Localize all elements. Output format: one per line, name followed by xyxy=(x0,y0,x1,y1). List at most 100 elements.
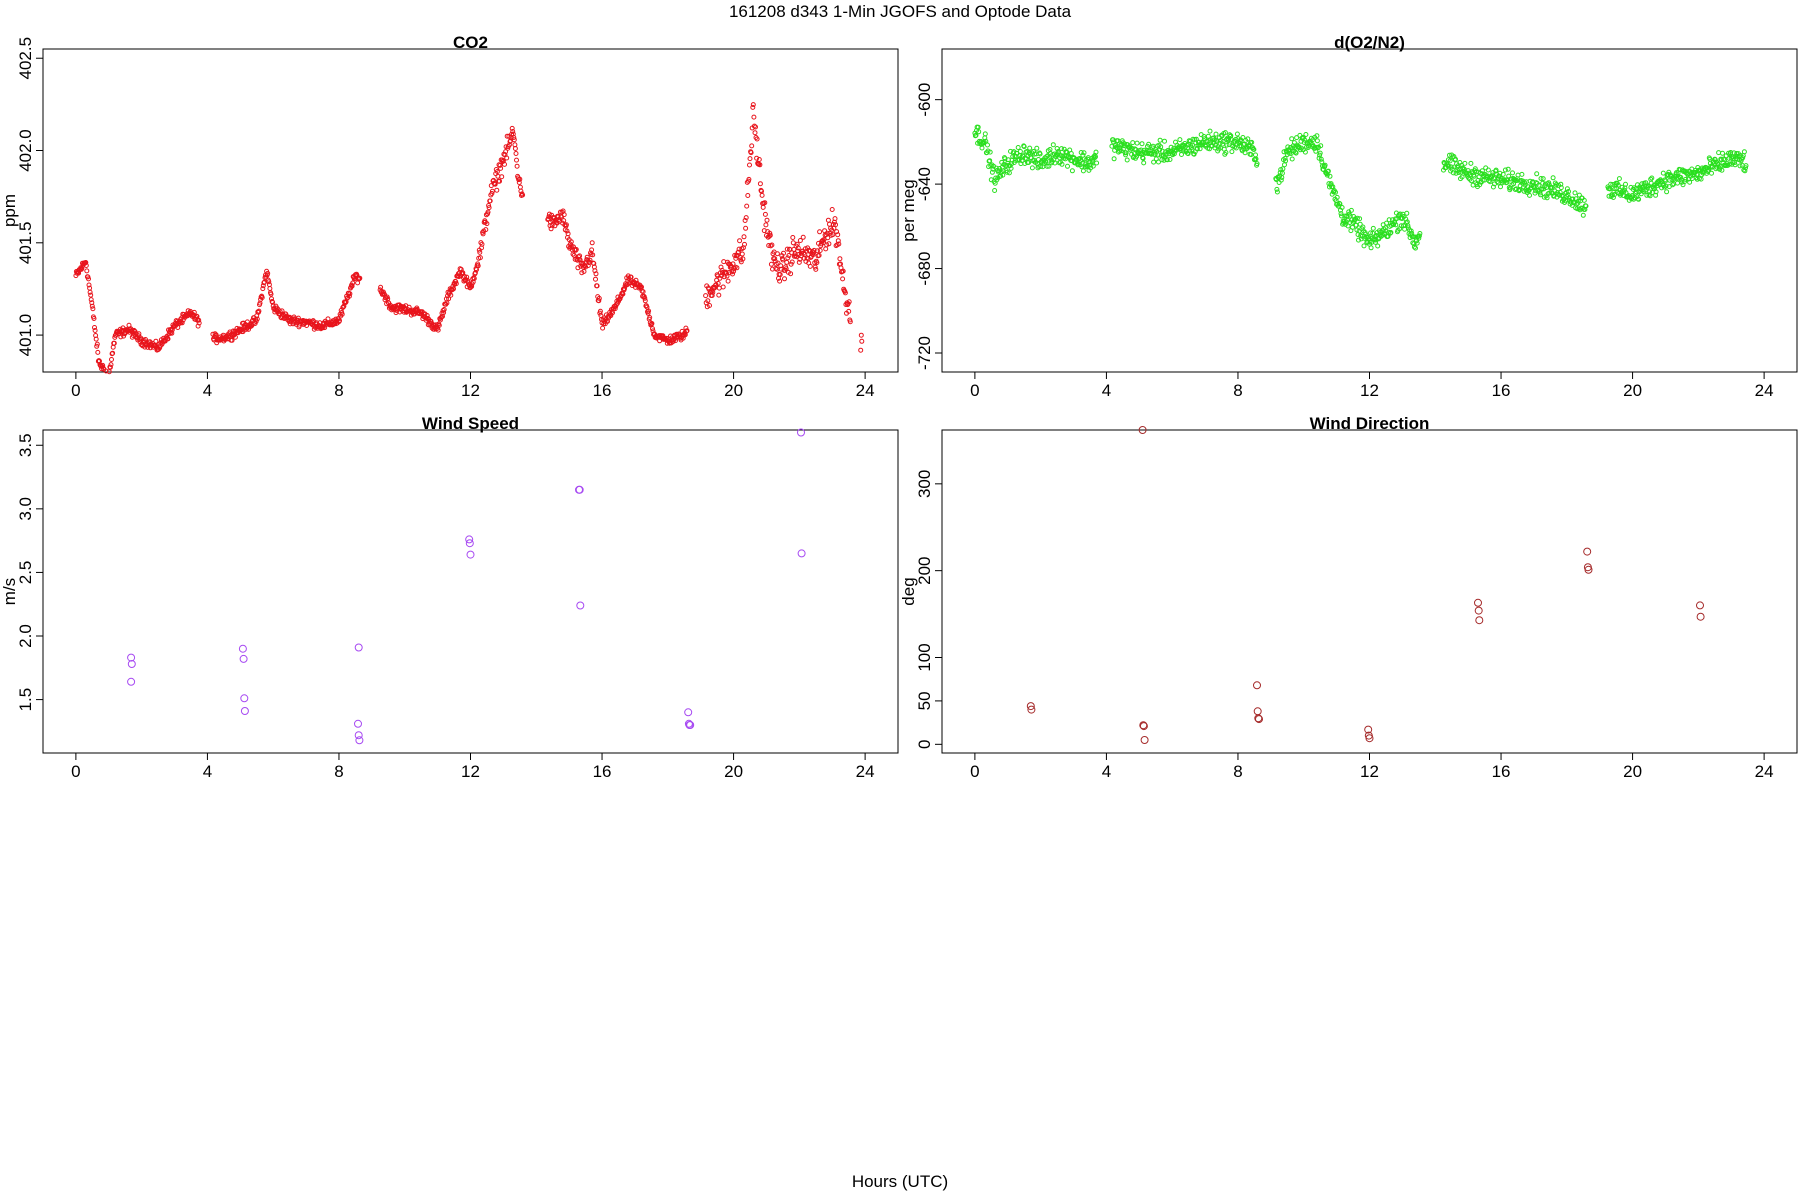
co2-data-point xyxy=(817,229,823,235)
o2n2-data-point xyxy=(1502,167,1508,173)
o2n2-data-point xyxy=(1547,190,1553,196)
co2-data-point xyxy=(707,303,712,308)
o2n2-data-point xyxy=(1417,231,1423,236)
co2-data-point xyxy=(807,263,813,269)
wind-speed-title: Wind Speed xyxy=(422,414,519,433)
co2-data-point xyxy=(196,320,202,326)
co2-data-point xyxy=(742,218,748,223)
o2n2-data-point xyxy=(1453,156,1458,162)
o2n2-data-point xyxy=(1392,219,1398,225)
o2n2-data-point xyxy=(1580,212,1586,218)
co2-data-point xyxy=(835,232,841,238)
o2n2-data-point xyxy=(1157,147,1163,153)
o2n2-data-point xyxy=(1649,175,1655,181)
o2n2-data-point xyxy=(1456,170,1462,175)
wind-speed-data-point xyxy=(354,643,363,652)
o2n2-data-point xyxy=(1706,167,1712,173)
co2-data-point xyxy=(494,169,500,174)
co2-data-point xyxy=(479,241,485,247)
co2-data-point xyxy=(739,251,745,257)
o2n2-data-point xyxy=(1044,154,1050,159)
co2-data-point xyxy=(825,217,831,223)
co2-data-point xyxy=(825,235,831,241)
o2n2-data-point xyxy=(1538,176,1544,181)
wind-speed-data-point xyxy=(684,708,693,717)
co2-data-point xyxy=(846,299,852,305)
co2-y-axis-label: ppm xyxy=(0,194,19,227)
co2-panel: CO2 ppm 0 4 8 12 16 20 24 401.0 401.5 402.0 402.5 xyxy=(0,33,899,400)
wind-direction-panel: Wind Direction deg 0 4 8 12 16 20 24 0 50 100 200 300 xyxy=(899,414,1798,781)
co2-data-point xyxy=(339,311,345,317)
co2-data-point xyxy=(777,272,783,278)
o2n2-data-point xyxy=(1565,192,1571,198)
wind-direction-x-tick-label: 8 xyxy=(1233,762,1242,781)
o2n2-data-point xyxy=(1416,233,1422,239)
o2n2-data-point xyxy=(1636,196,1642,202)
o2n2-data-point xyxy=(1536,182,1542,188)
co2-data-point xyxy=(444,300,450,306)
co2-data-point xyxy=(437,317,443,323)
co2-data-point xyxy=(751,123,757,129)
o2n2-data-point xyxy=(1479,168,1485,174)
o2n2-data-point xyxy=(1289,136,1295,142)
co2-data-point xyxy=(497,162,503,168)
co2-data-point xyxy=(703,293,709,299)
co2-data-point xyxy=(782,276,787,282)
o2n2-data-point xyxy=(1141,160,1147,166)
co2-data-point xyxy=(489,191,495,196)
o2n2-data-point xyxy=(1575,198,1581,204)
co2-data-point xyxy=(789,259,795,265)
o2n2-data-point xyxy=(1358,236,1364,242)
o2n2-data-point xyxy=(1068,151,1074,156)
o2n2-data-point xyxy=(1646,183,1651,189)
o2n2-data-point xyxy=(1404,210,1410,216)
o2n2-data-point xyxy=(1065,163,1070,169)
co2-data-point xyxy=(563,222,569,228)
co2-data-point xyxy=(584,254,590,260)
wind-direction-data-point xyxy=(1253,681,1261,690)
o2n2-data-point xyxy=(1229,149,1235,155)
co2-data-point xyxy=(106,369,112,375)
o2n2-data-point xyxy=(1414,240,1420,246)
o2n2-data-point xyxy=(1384,220,1389,226)
o2n2-data-point xyxy=(1615,182,1621,188)
o2n2-data-point xyxy=(1413,245,1418,251)
co2-data-point xyxy=(93,336,99,342)
co2-data-point xyxy=(645,310,651,316)
o2n2-data-point xyxy=(1319,159,1325,165)
co2-data-point xyxy=(480,231,486,237)
o2n2-data-point xyxy=(1490,184,1496,190)
co2-data-point xyxy=(683,325,689,331)
o2n2-data-point xyxy=(1447,158,1453,164)
o2n2-data-point xyxy=(1038,164,1044,169)
wind-speed-y-tick-label: 3.5 xyxy=(16,433,35,457)
o2n2-title: d(O2/N2) xyxy=(1334,33,1405,52)
co2-data-point xyxy=(716,292,722,298)
co2-data-point xyxy=(784,246,790,252)
o2n2-data-point xyxy=(1075,162,1081,168)
co2-data-point xyxy=(516,180,522,185)
co2-x-tick-label: 4 xyxy=(203,381,212,400)
wind-speed-data-point xyxy=(686,721,695,729)
co2-data-point xyxy=(769,242,775,248)
co2-data-point xyxy=(477,255,483,261)
co2-data-point xyxy=(565,231,571,237)
co2-data-point xyxy=(555,214,561,220)
o2n2-data-point xyxy=(1240,135,1246,140)
co2-data-point xyxy=(724,270,729,276)
o2n2-data-point xyxy=(1317,150,1323,156)
o2n2-data-point xyxy=(1274,189,1280,195)
co2-data-point xyxy=(179,320,185,326)
co2-data-point xyxy=(836,241,842,247)
co2-data-point xyxy=(784,259,790,265)
co2-data-point xyxy=(705,298,711,304)
co2-data-point xyxy=(88,292,94,298)
co2-data-point xyxy=(764,217,770,223)
o2n2-data-point xyxy=(1608,181,1614,187)
co2-data-point xyxy=(743,225,749,231)
o2n2-data-point xyxy=(1564,186,1570,192)
co2-data-point xyxy=(647,315,653,320)
co2-data-point xyxy=(451,286,456,292)
co2-x-tick-label: 16 xyxy=(593,381,612,400)
wind-direction-x-tick-label: 0 xyxy=(970,762,979,781)
